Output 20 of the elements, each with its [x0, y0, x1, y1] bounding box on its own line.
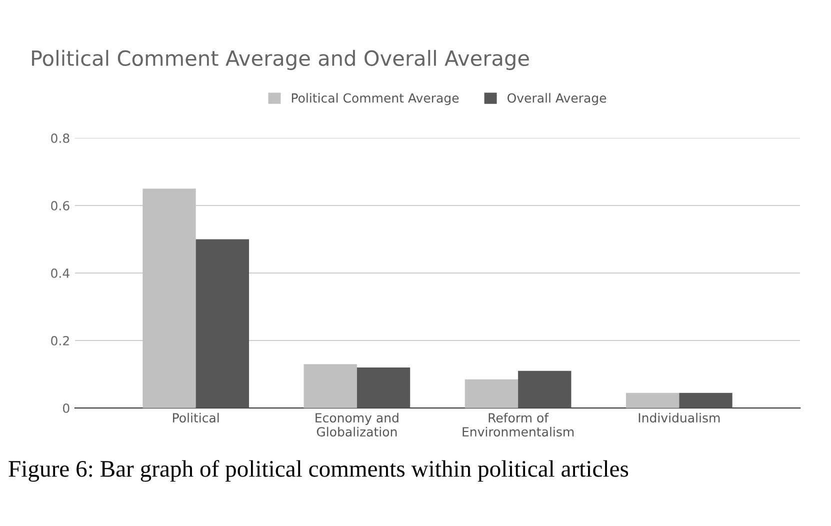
y-tick-label: 0.4: [51, 268, 70, 278]
x-tick-label: Political: [173, 412, 219, 423]
bar: [196, 239, 249, 408]
bar: [464, 379, 518, 408]
y-tick-label: 0.2: [51, 336, 69, 346]
chart-title: Political Comment Average and Overall Average: [32, 50, 529, 70]
x-tick-label: Individualism: [638, 412, 720, 423]
bar: [518, 370, 572, 408]
legend-label: Political Comment Average: [292, 93, 459, 106]
caption: Figure 6: Bar graph of political comments within political articles: [8, 460, 628, 482]
y-tick-label: 0.6: [51, 200, 70, 210]
legend-label: Overall Average: [508, 93, 606, 106]
x-tick-label: Reform of Environmentalism: [462, 412, 574, 437]
y-tick-label: 0: [63, 403, 70, 413]
y-tick-label: 0.8: [51, 133, 70, 143]
bar: [356, 368, 410, 408]
bar: [626, 392, 680, 408]
bar: [679, 392, 732, 408]
x-tick-label: Economy and Globalization: [316, 412, 398, 437]
bar: [304, 364, 357, 408]
